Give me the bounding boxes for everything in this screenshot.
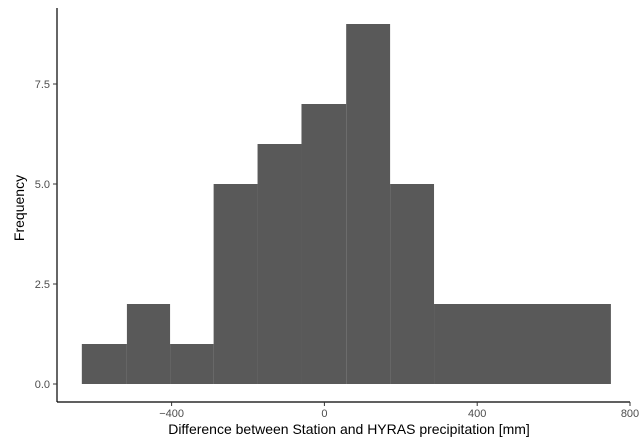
y-tick-label: 2.5	[35, 279, 50, 291]
histogram-bar-8	[390, 184, 435, 384]
histogram-bar-9	[434, 304, 611, 384]
x-tick-label: 800	[621, 408, 639, 420]
x-axis-title: Difference between Station and HYRAS pre…	[168, 421, 530, 437]
histogram-bar-2	[126, 304, 171, 384]
x-axis-ticks: −400 0 400 800	[159, 402, 639, 420]
y-tick-label: 7.5	[35, 79, 50, 91]
histogram-bar-3	[170, 344, 214, 384]
histogram-bar-6	[301, 104, 347, 384]
histogram-bar-4	[213, 184, 258, 384]
y-tick-label: 0.0	[35, 379, 50, 391]
y-tick-label: 5.0	[35, 179, 50, 191]
y-axis-ticks: 0.0 2.5 5.0 7.5	[35, 79, 57, 391]
histogram-bar-7	[346, 24, 391, 384]
x-tick-label: −400	[159, 408, 184, 420]
y-axis-title: Frequency	[11, 175, 27, 241]
histogram-bar-1	[81, 344, 127, 384]
x-tick-label: 400	[468, 408, 486, 420]
histogram-bar-5	[257, 144, 302, 384]
bars-layer	[81, 24, 611, 384]
x-tick-label: 0	[321, 408, 327, 420]
